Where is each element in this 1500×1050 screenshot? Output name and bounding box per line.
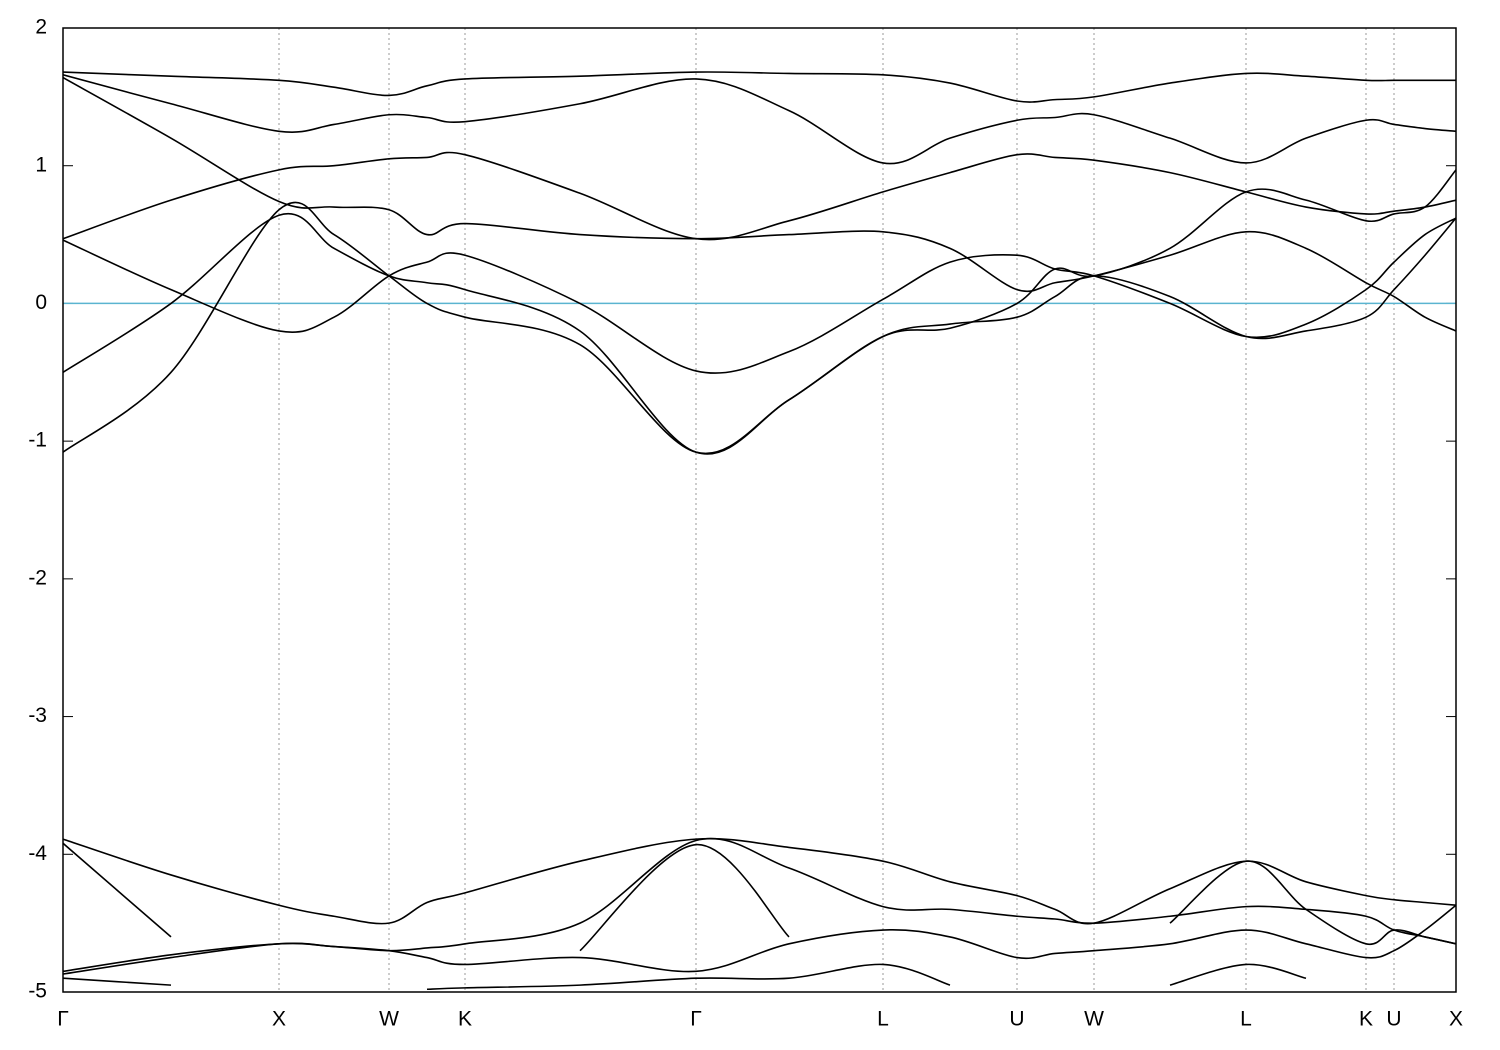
band-line — [63, 904, 1456, 975]
y-tick-label: -3 — [28, 704, 47, 727]
x-tick-label: X — [272, 1008, 286, 1031]
x-tick-label: K — [458, 1008, 472, 1031]
x-tick-label: W — [379, 1008, 399, 1031]
y-tick-label: -4 — [28, 842, 47, 865]
plot-frame — [62, 27, 1457, 993]
x-tick-label: U — [1386, 1008, 1401, 1031]
band-line — [63, 212, 1456, 455]
band-line — [63, 837, 1456, 925]
band-line — [63, 71, 1456, 103]
band-line — [63, 837, 1456, 973]
y-tick-label: 1 — [35, 153, 47, 176]
band-line — [63, 217, 1456, 374]
y-tick-label: 2 — [35, 16, 47, 39]
x-tick-label: Γ — [690, 1008, 702, 1031]
x-tick-label: K — [1359, 1008, 1373, 1031]
band-line — [63, 76, 1456, 332]
x-tick-label: W — [1084, 1008, 1104, 1031]
y-tick-label: -2 — [28, 566, 47, 589]
x-tick-label: L — [877, 1008, 889, 1031]
band-line — [63, 169, 1456, 455]
band-line — [63, 963, 1307, 991]
y-tick-label: -1 — [28, 429, 47, 452]
band-line — [63, 842, 1456, 952]
x-tick-label: Γ — [57, 1008, 69, 1031]
x-tick-label: U — [1009, 1008, 1024, 1031]
band-line — [63, 151, 1456, 241]
x-tick-label: X — [1449, 1008, 1463, 1031]
bands — [63, 71, 1456, 991]
y-tick-label: 0 — [35, 291, 47, 314]
y-tick-label: -5 — [28, 980, 47, 1003]
band-line — [63, 74, 1456, 165]
x-tick-label: L — [1240, 1008, 1252, 1031]
